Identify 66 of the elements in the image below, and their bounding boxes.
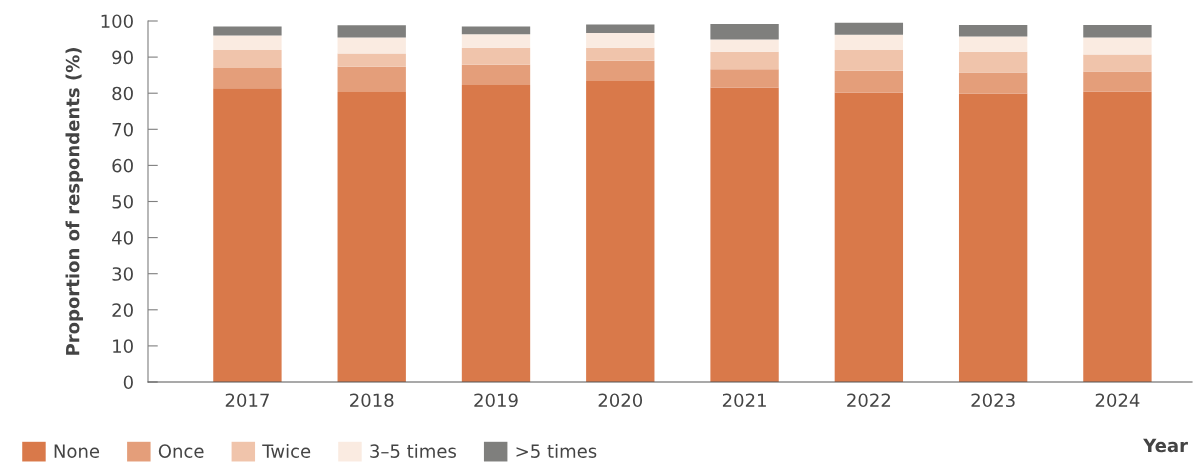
bar: [710, 51, 779, 70]
bar: [461, 26, 531, 35]
bar: [834, 92, 904, 382]
y-tick-label: 10: [113, 339, 133, 354]
bar: [834, 22, 904, 35]
y-tick-label: 70: [112, 122, 133, 137]
bar: [461, 84, 531, 382]
bar: [710, 23, 779, 40]
bar: [586, 24, 655, 33]
y-tick-label: 40: [112, 231, 133, 245]
bar: [213, 88, 282, 382]
bar: [958, 72, 1028, 94]
x-axis-title: Year: [1143, 438, 1188, 453]
legend-label: >5 times: [516, 443, 597, 458]
bar: [958, 24, 1028, 37]
bar: [1083, 37, 1152, 55]
bar: [1083, 24, 1152, 38]
bar: [958, 93, 1028, 382]
bar: [958, 36, 1028, 52]
y-tick-label: 80: [112, 86, 133, 101]
bar: [461, 47, 531, 65]
bar: [586, 47, 655, 61]
legend-label: Twice: [262, 443, 311, 458]
bar: [710, 39, 779, 52]
x-tick-label: 2024: [1095, 393, 1140, 408]
x-tick-label: 2019: [474, 393, 518, 408]
bar: [710, 69, 779, 88]
legend-label: 3–5 times: [370, 443, 456, 458]
bar: [1083, 71, 1152, 92]
bar: [958, 51, 1028, 73]
bar: [586, 80, 655, 382]
y-tick-label: 50: [112, 194, 133, 209]
y-axis-title: Proportion of respondents (%): [65, 48, 83, 355]
bar: [834, 34, 904, 50]
y-tick-label: 30: [112, 267, 133, 281]
bar: [213, 49, 282, 68]
y-tick-label: 20: [112, 303, 133, 317]
bar: [337, 92, 406, 382]
bar: [337, 53, 406, 67]
bar: [1083, 54, 1152, 72]
bar: [337, 66, 406, 93]
bar: [461, 34, 531, 48]
legend-label: Once: [158, 444, 204, 458]
bar: [586, 60, 655, 81]
bar: [213, 35, 282, 50]
y-tick-label: 100: [101, 14, 133, 29]
x-tick-label: 2017: [225, 393, 269, 408]
bar: [213, 26, 282, 36]
bar: [1083, 91, 1152, 382]
bar: [337, 25, 406, 38]
x-tick-label: 2021: [722, 393, 766, 408]
bar: [213, 67, 282, 89]
bar: [710, 87, 779, 382]
bar: [461, 64, 531, 85]
y-tick-label: 60: [112, 158, 133, 173]
x-tick-label: 2018: [350, 393, 394, 408]
x-tick-label: 2023: [971, 393, 1015, 408]
x-tick-label: 2020: [598, 393, 643, 408]
bar: [834, 49, 904, 71]
bar: [337, 37, 406, 54]
y-tick-label: 0: [123, 375, 133, 390]
bar: [834, 70, 904, 93]
legend-label: None: [54, 444, 100, 458]
x-tick-label: 2022: [847, 393, 891, 408]
y-tick-label: 90: [112, 50, 133, 65]
bar: [586, 32, 655, 48]
